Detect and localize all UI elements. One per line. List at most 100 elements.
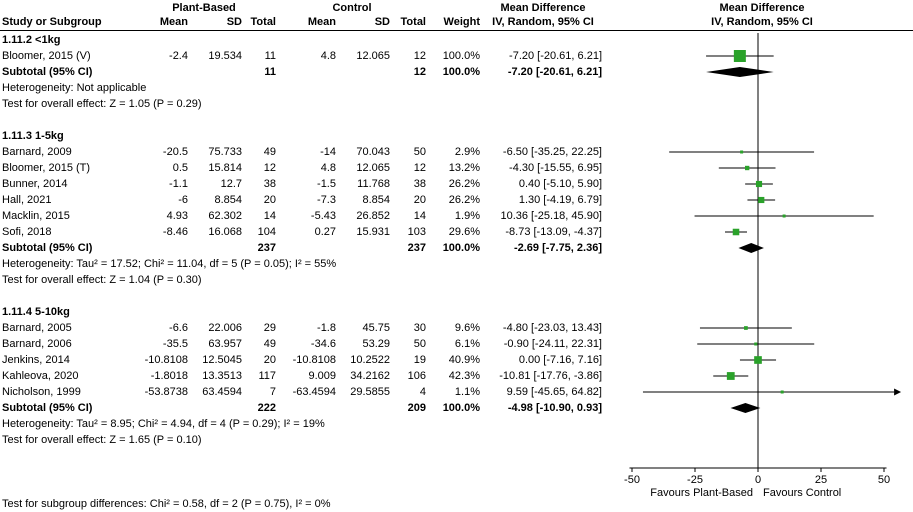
col-header-plant-total: Total: [250, 16, 276, 28]
table-rows: 1.11.2 <1kg Bloomer, 2015 (V) -2.4 19.534 11…: [0, 32, 913, 448]
control-sd: 53.29: [362, 338, 390, 350]
control-total: 50: [413, 338, 426, 350]
note-row: Test for overall effect: Z = 1.05 (P = 0…: [0, 96, 913, 112]
control-total: 30: [413, 322, 426, 334]
heading-row: 1.11.2 <1kg: [0, 32, 913, 48]
control-sd: 45.75: [362, 322, 390, 334]
study-row: Nicholson, 1999 -53.8738 63.4594 7 -63.4594 2…: [0, 384, 913, 400]
ci-text: -7.20 [-20.61, 6.21]: [509, 50, 602, 62]
control-mean: -63.4594: [292, 386, 336, 398]
note-row: Test for overall effect: Z = 1.04 (P = 0…: [0, 272, 913, 288]
ci-text: -6.50 [-35.25, 22.25]: [502, 146, 602, 158]
subgroup-difference-test: Test for subgroup differences: Chi² = 0.…: [2, 498, 331, 510]
group-header-plant-based: Plant-Based: [172, 2, 236, 14]
weight-value: 2.9%: [454, 146, 480, 158]
plant-total: 222: [257, 402, 276, 414]
plant-sd: 16.068: [208, 226, 242, 238]
plant-mean: -6: [178, 194, 188, 206]
control-total: 103: [407, 226, 426, 238]
control-sd: 15.931: [356, 226, 390, 238]
control-sd: 12.065: [356, 162, 390, 174]
control-total: 19: [413, 354, 426, 366]
x-tick-label: 25: [815, 474, 827, 486]
weight-value: 26.2%: [448, 178, 480, 190]
x-tick-label: 50: [878, 474, 890, 486]
study-row: Hall, 2021 -6 8.854 20 -7.3 8.854 20 26.2% 1.30 …: [0, 192, 913, 208]
plant-sd: 13.3513: [202, 370, 242, 382]
study-row: Barnard, 2005 -6.6 22.006 29 -1.8 45.75 30 9.6%…: [0, 320, 913, 336]
ci-text: 0.00 [-7.16, 7.16]: [518, 354, 602, 366]
note-text: Heterogeneity: Not applicable: [2, 82, 147, 94]
plant-total: 14: [263, 210, 276, 222]
control-mean: 4.8: [320, 50, 336, 62]
subgroup-heading: 1.11.4 5-10kg: [2, 306, 70, 318]
weight-value: 9.6%: [454, 322, 480, 334]
study-row: Bloomer, 2015 (T) 0.5 15.814 12 4.8 12.065 12 1…: [0, 160, 913, 176]
note-text: Heterogeneity: Tau² = 8.95; Chi² = 4.94,…: [2, 418, 325, 430]
plant-mean: -1.8018: [150, 370, 188, 382]
weight-value: 42.3%: [448, 370, 480, 382]
col-header-control-sd: SD: [374, 16, 390, 28]
effect-square: [732, 228, 740, 236]
plant-total: 237: [257, 242, 276, 254]
col-header-study: Study or Subgroup: [2, 16, 102, 28]
weight-value: 100.0%: [442, 50, 480, 62]
study-row: Bunner, 2014 -1.1 12.7 38 -1.5 11.768 38 26.2% 0…: [0, 176, 913, 192]
plant-total: 117: [258, 370, 276, 382]
ci-text: -10.81 [-17.76, -3.86]: [499, 370, 602, 382]
plant-mean: -53.8738: [144, 386, 188, 398]
study-row: Kahleova, 2020 -1.8018 13.3513 117 9.009 34.2…: [0, 368, 913, 384]
subtotal-label: Subtotal (95% CI): [2, 242, 93, 254]
subtotal-row: Subtotal (95% CI) 237 237 100.0% -2.69 [-7.7…: [0, 240, 913, 256]
subtotal-diamond: [738, 243, 764, 253]
plant-total: 29: [263, 322, 276, 334]
control-mean: -10.8108: [292, 354, 336, 366]
ci-text: -4.80 [-23.03, 13.43]: [502, 322, 602, 334]
plant-mean: -35.5: [162, 338, 188, 350]
weight-value: 100.0%: [442, 242, 480, 254]
ci-text: -8.73 [-13.09, -4.37]: [505, 226, 602, 238]
favours-left-label: Favours Plant-Based: [650, 487, 753, 499]
effect-square: [754, 342, 758, 346]
plant-mean: -10.8108: [144, 354, 188, 366]
plant-sd: 63.957: [208, 338, 242, 350]
col-header-method: IV, Random, 95% CI: [492, 16, 594, 28]
control-mean: 4.8: [320, 162, 336, 174]
control-sd: 34.2162: [350, 370, 390, 382]
plant-total: 12: [263, 162, 276, 174]
control-mean: -1.5: [317, 178, 336, 190]
col-header-weight: Weight: [443, 16, 480, 28]
ci-text: 10.36 [-25.18, 45.90]: [500, 210, 602, 222]
plant-sd: 15.814: [208, 162, 242, 174]
control-total: 237: [407, 242, 426, 254]
control-total: 209: [407, 402, 426, 414]
subtotal-label: Subtotal (95% CI): [2, 66, 93, 78]
control-mean: -14: [320, 146, 336, 158]
study-row: Sofi, 2018 -8.46 16.068 104 0.27 15.931 103 29.…: [0, 224, 913, 240]
ci-arrow-right: [894, 388, 902, 396]
ci-text: -0.90 [-24.11, 22.31]: [503, 338, 602, 350]
control-mean: -5.43: [310, 210, 336, 222]
study-label: Macklin, 2015: [2, 210, 70, 222]
control-total: 20: [413, 194, 426, 206]
control-total: 50: [413, 146, 426, 158]
plant-total: 49: [263, 338, 276, 350]
effect-square: [758, 196, 765, 204]
control-sd: 10.2522: [350, 354, 390, 366]
effect-square: [744, 326, 748, 330]
study-label: Bunner, 2014: [2, 178, 68, 190]
study-label: Hall, 2021: [2, 194, 52, 206]
effect-square: [740, 150, 744, 154]
control-total: 38: [413, 178, 426, 190]
forest-plot-svg: -50 -25 0 25 50 Favours Plant-Based Favours Co…: [624, 33, 902, 499]
study-label: Bloomer, 2015 (V): [2, 50, 91, 62]
note-text: Test for overall effect: Z = 1.65 (P = 0…: [2, 434, 202, 446]
plant-total: 20: [263, 354, 276, 366]
control-mean: -34.6: [310, 338, 336, 350]
plant-sd: 63.4594: [202, 386, 242, 398]
effect-square: [780, 390, 784, 394]
note-text: Test for overall effect: Z = 1.05 (P = 0…: [2, 98, 202, 110]
effect-square: [754, 356, 762, 364]
control-total: 12: [413, 50, 426, 62]
